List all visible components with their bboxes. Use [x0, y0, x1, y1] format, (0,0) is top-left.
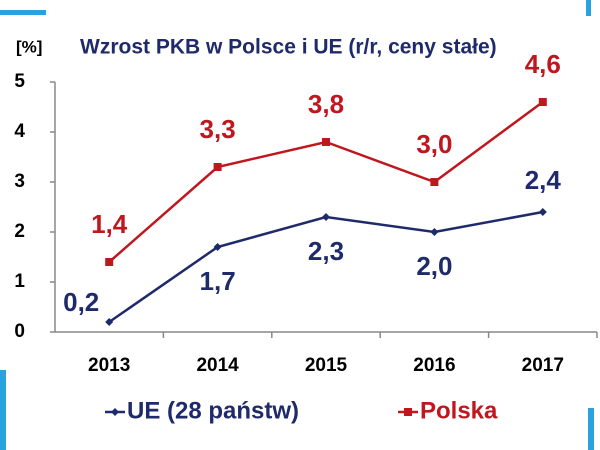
y-tick-label: 4 [14, 121, 25, 142]
point [538, 98, 547, 106]
x-tick-label: 2013 [88, 355, 130, 376]
decoration [588, 408, 594, 450]
point [213, 163, 222, 171]
decoration [0, 10, 46, 15]
chart-title: Wzrost PKB w Polsce i UE (r/r, ceny stał… [80, 36, 497, 59]
y-tick-label: 2 [14, 221, 25, 242]
x-tick-label: 2017 [522, 355, 564, 376]
value-label: 2,4 [525, 165, 562, 195]
value-label: 0,2 [63, 287, 99, 317]
legend-label: Polska [420, 397, 498, 424]
point [322, 138, 330, 146]
value-label: 1,4 [91, 209, 128, 239]
point [430, 228, 439, 236]
point [430, 178, 439, 186]
value-label: 1,7 [200, 266, 236, 296]
value-label: 3,0 [416, 129, 452, 159]
point [105, 258, 114, 266]
value-label: 3,3 [200, 114, 236, 144]
y-axis-label: [%] [16, 37, 42, 56]
value-label: 2,3 [308, 236, 344, 266]
value-label: 3,8 [308, 89, 344, 119]
point [213, 243, 222, 251]
point [105, 318, 114, 326]
x-tick-label: 2016 [413, 355, 455, 376]
x-tick-label: 2014 [196, 355, 239, 376]
point [322, 213, 330, 221]
legend-marker [404, 408, 412, 416]
point [538, 208, 547, 216]
x-tick-label: 2015 [305, 355, 348, 376]
value-label: 4,6 [525, 49, 561, 79]
y-tick-label: 5 [14, 71, 25, 92]
legend-marker [111, 408, 119, 416]
value-label: 2,0 [416, 251, 452, 281]
y-tick-label: 3 [14, 171, 25, 192]
y-tick-label: 0 [14, 321, 25, 342]
legend-label: UE (28 państw) [127, 397, 299, 424]
decoration [586, 0, 591, 16]
series-line [108, 210, 544, 324]
y-tick-label: 1 [14, 271, 25, 292]
decoration [0, 370, 6, 450]
